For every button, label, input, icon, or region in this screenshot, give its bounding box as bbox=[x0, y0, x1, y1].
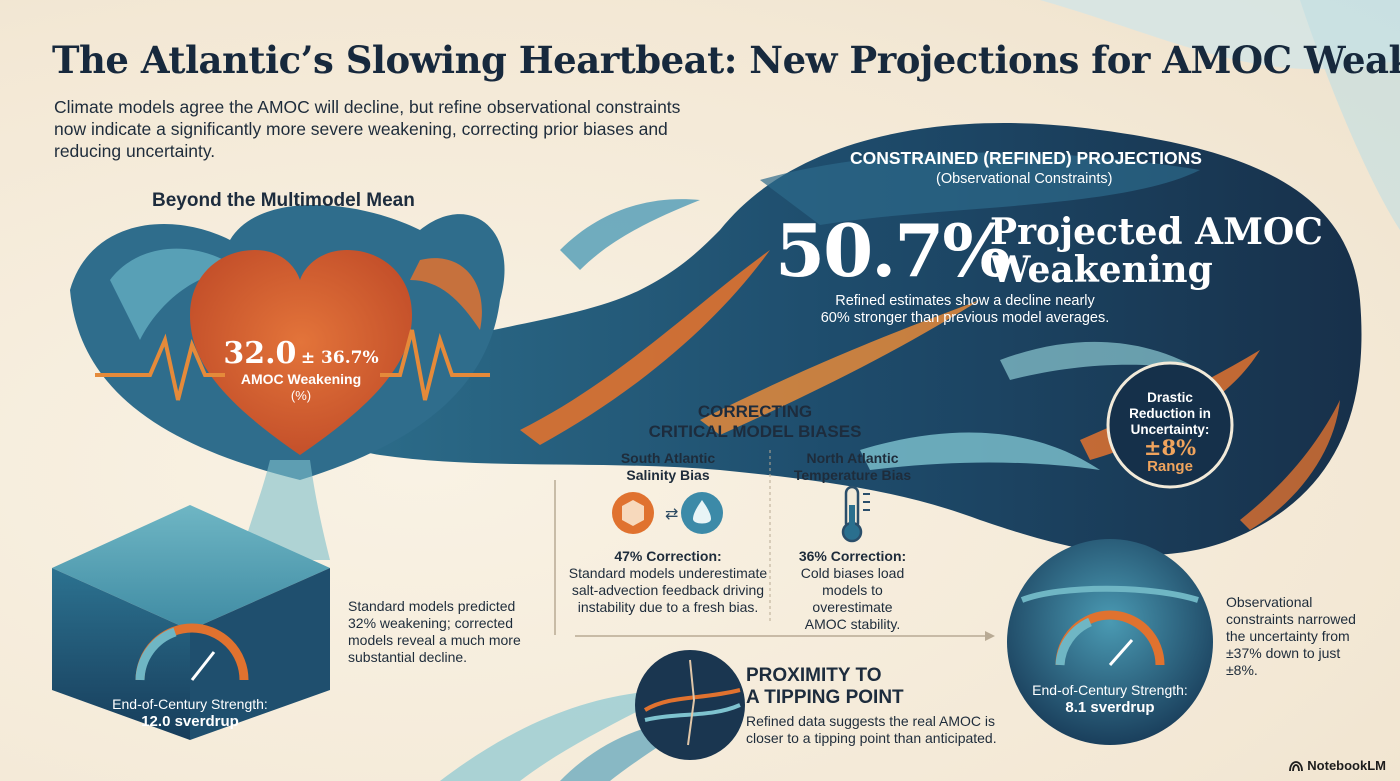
svg-text:⇄: ⇄ bbox=[665, 504, 678, 523]
north-bias-block: 36% Correction: Cold biases load models … bbox=[790, 548, 915, 633]
tipping-title-line-2: A TIPPING POINT bbox=[746, 687, 904, 708]
right-heading: CONSTRAINED (REFINED) PROJECTIONS bbox=[850, 148, 1202, 168]
south-bias-title: South Atlantic Salinity Bias bbox=[620, 450, 716, 483]
uncertainty-badge: Drastic Reduction in Uncertainty: ±8% Ra… bbox=[1120, 390, 1220, 475]
tipping-text: Refined data suggests the real AMOC is c… bbox=[746, 713, 997, 746]
big-percentage: 50.7% bbox=[775, 208, 1011, 293]
tipping-title-line-1: PROXIMITY TO bbox=[746, 665, 882, 686]
heart-label: AMOC Weakening bbox=[240, 371, 362, 387]
big-label-line-1: Projected AMOC bbox=[990, 211, 1323, 253]
heart-value-block: 32.0 ± 36.7% AMOC Weakening (%) bbox=[216, 336, 386, 403]
uncertainty-badge-label: Drastic Reduction in Uncertainty: bbox=[1129, 390, 1211, 437]
south-bias-correction: 47% Correction: bbox=[614, 548, 722, 564]
brand-name: NotebookLM bbox=[1307, 758, 1386, 773]
circle-strength-value: 8.1 sverdrup bbox=[1065, 699, 1155, 716]
right-subheading: (Observational Constraints) bbox=[936, 171, 1113, 187]
circle-strength-block: End-of-Century Strength: 8.1 sverdrup bbox=[1030, 682, 1190, 716]
heart-value: 32.0 bbox=[223, 336, 297, 371]
page-title: The Atlantic’s Slowing Heartbeat: New Pr… bbox=[52, 38, 1400, 82]
south-bias-text: Standard models underestimate salt-advec… bbox=[568, 565, 768, 615]
heart-unit: (%) bbox=[290, 388, 312, 403]
south-bias-block: 47% Correction: Standard models underest… bbox=[568, 548, 768, 616]
uncertainty-badge-value: ±8% bbox=[1143, 435, 1197, 460]
uncertainty-badge-unit: Range bbox=[1147, 458, 1193, 475]
right-note: Observational constraints narrowed the u… bbox=[1226, 594, 1356, 678]
bias-heading-line-1: CORRECTING bbox=[697, 402, 813, 421]
north-bias-text: Cold biases load models to overestimate … bbox=[800, 565, 905, 632]
cube-strength-label: End-of-Century Strength: bbox=[112, 696, 268, 712]
big-label-line-2: Weakening bbox=[990, 249, 1213, 291]
cube-strength-block: End-of-Century Strength: 12.0 sverdrup bbox=[90, 696, 290, 730]
circle-strength-label: End-of-Century Strength: bbox=[1032, 682, 1188, 698]
right-description: Refined estimates show a decline nearly … bbox=[820, 293, 1110, 326]
big-percentage-label: Projected AMOC Weakening bbox=[990, 213, 1323, 289]
left-heading: Beyond the Multimodel Mean bbox=[152, 190, 415, 211]
tipping-title: PROXIMITY TO A TIPPING POINT bbox=[746, 665, 904, 709]
heart-uncertainty: ± 36.7% bbox=[300, 348, 379, 368]
bias-heading: CORRECTING CRITICAL MODEL BIASES bbox=[640, 402, 870, 442]
page-subtitle: Climate models agree the AMOC will decli… bbox=[54, 97, 681, 161]
cube-strength-value: 12.0 sverdrup bbox=[141, 713, 239, 730]
left-note: Standard models predicted 32% weakening;… bbox=[348, 598, 521, 665]
brand: NotebookLM bbox=[1289, 758, 1386, 773]
bias-heading-line-2: CRITICAL MODEL BIASES bbox=[648, 422, 862, 441]
north-bias-title: North Atlantic Temperature Bias bbox=[793, 450, 912, 483]
north-bias-correction: 36% Correction: bbox=[798, 548, 907, 564]
notebooklm-logo-icon bbox=[1289, 760, 1304, 771]
